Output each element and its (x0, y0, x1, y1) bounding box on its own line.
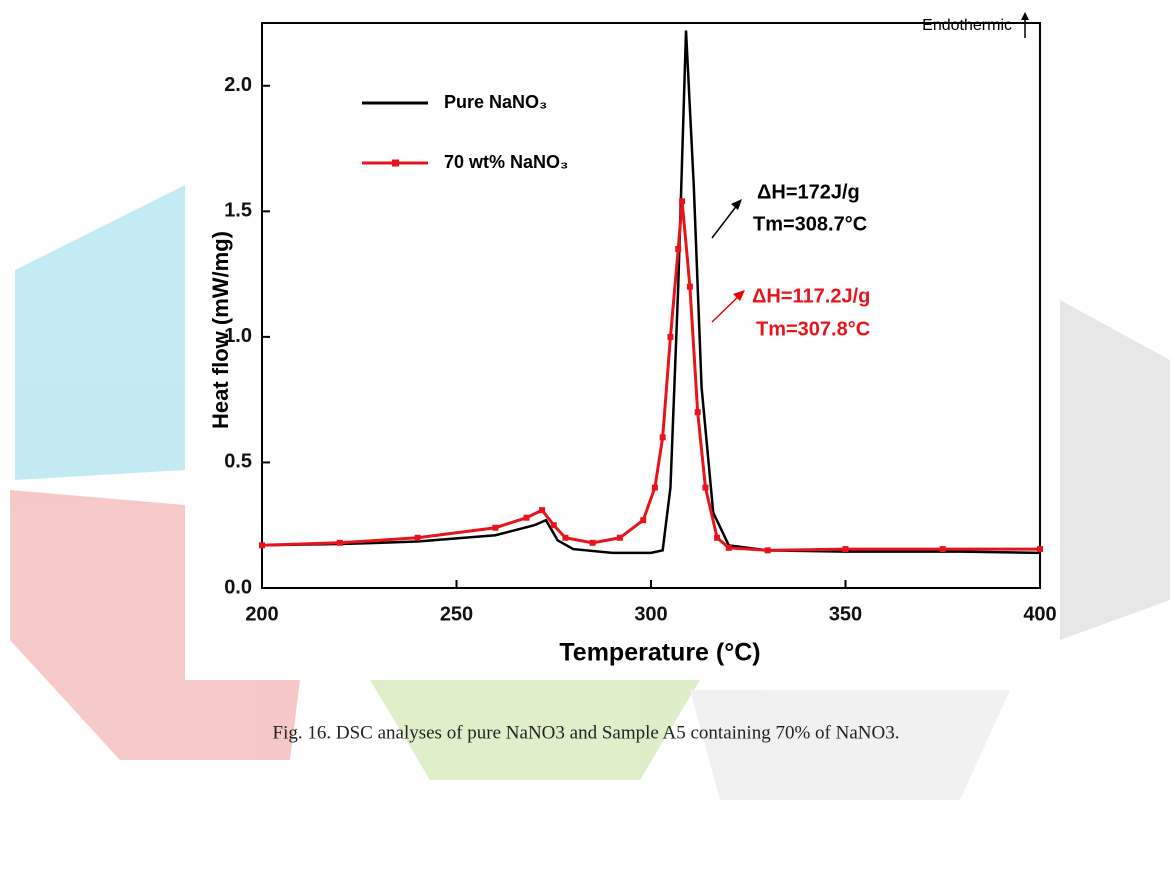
watermark-shape (10, 490, 300, 760)
data-point (651, 484, 658, 491)
watermark-shape (1060, 300, 1170, 640)
data-point (550, 522, 557, 529)
annotation: Tm=308.7°C (753, 213, 867, 235)
y-axis-label: Heat flow (mW/mg) (208, 231, 233, 429)
caption: Fig. 16. DSC analyses of pure NaNO3 and … (273, 722, 900, 743)
data-point (616, 534, 623, 541)
x-tick-label: 200 (245, 603, 278, 625)
annotation-arrow (711, 294, 741, 323)
data-point (640, 517, 647, 524)
x-tick-label: 400 (1023, 603, 1056, 625)
watermark-shape (15, 185, 185, 480)
legend-label: 70 wt% NaNO₃ (444, 152, 568, 172)
data-point (714, 534, 721, 541)
y-tick-label: 2.0 (224, 74, 252, 96)
data-point (659, 434, 666, 441)
data-point (1037, 546, 1043, 553)
y-tick-label: 0.5 (224, 451, 252, 473)
y-tick-label: 1.0 (224, 325, 252, 347)
arrow-head (733, 290, 745, 301)
data-point (336, 539, 343, 546)
data-point (675, 246, 682, 252)
annotation: ΔH=172J/g (757, 181, 860, 203)
data-point (686, 283, 693, 290)
data-point (589, 539, 596, 546)
data-point (679, 198, 686, 205)
watermark-shape (370, 680, 700, 780)
data-point (562, 534, 569, 541)
watermark-shape (690, 690, 1010, 800)
x-tick-label: 350 (829, 603, 862, 625)
data-point (725, 544, 732, 551)
data-point (764, 547, 771, 554)
arrow-head (731, 199, 742, 210)
data-point (539, 507, 546, 514)
annotation: ΔH=117.2J/g (752, 285, 870, 307)
data-point (694, 409, 701, 416)
data-point (702, 484, 709, 491)
chart-background (185, 0, 1060, 680)
data-point (667, 333, 674, 340)
annotation: Endothermic (922, 17, 1012, 34)
annotation-arrow (711, 203, 739, 239)
legend-label: Pure NaNO₃ (444, 92, 547, 112)
data-point (939, 546, 946, 553)
data-point (414, 534, 421, 541)
y-tick-label: 1.5 (224, 200, 252, 222)
arrow-head (1021, 12, 1029, 20)
y-tick-label: 0.0 (224, 576, 252, 598)
x-tick-label: 300 (634, 603, 667, 625)
watermark (10, 185, 1170, 800)
x-tick-label: 250 (440, 603, 473, 625)
data-point (523, 514, 530, 521)
legend-marker (392, 159, 399, 167)
data-point (842, 546, 849, 553)
x-axis-label: Temperature (°C) (559, 639, 760, 667)
annotation: Tm=307.8°C (756, 318, 870, 340)
data-point (492, 524, 499, 531)
data-point (259, 542, 265, 549)
